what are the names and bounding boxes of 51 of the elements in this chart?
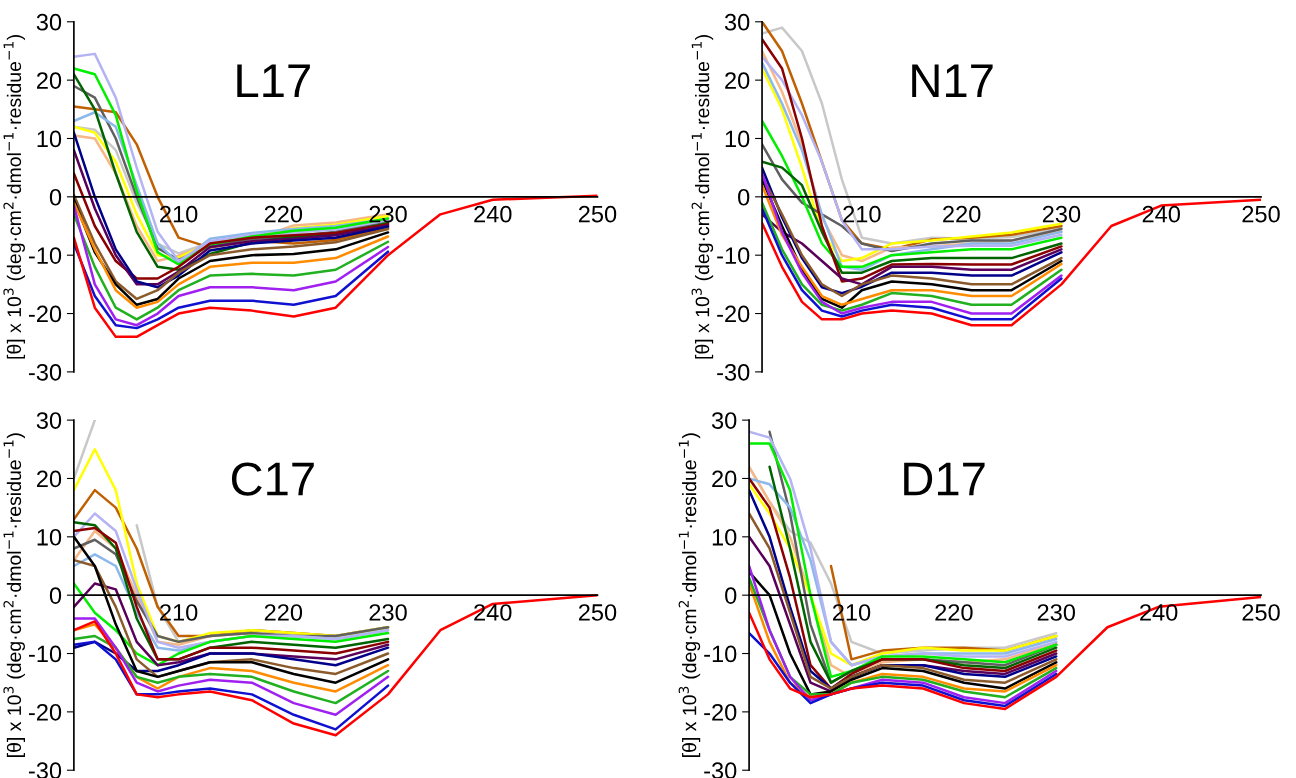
y-tick-label: 30 xyxy=(724,13,750,31)
y-tick-label: -20 xyxy=(28,305,62,323)
y-tick-label: 0 xyxy=(49,188,62,206)
y-tick-label: -10 xyxy=(28,645,62,663)
y-tick-label: 0 xyxy=(49,587,62,604)
y-tick-label: -20 xyxy=(717,305,750,323)
text: [θ] x 10$^{3}$ (deg·cm$^{2}$·dmol$^{−1}$·residue$^{−1}$) xyxy=(691,35,714,359)
x-tick-label: 230 xyxy=(1037,604,1076,621)
x-tick-label: 250 xyxy=(1242,604,1280,621)
x-tick-label: 210 xyxy=(843,205,881,223)
x-tick-label: 250 xyxy=(1242,205,1280,223)
x-tick-label: 220 xyxy=(943,205,981,223)
text: C17 xyxy=(231,462,314,496)
y-tick-label: 20 xyxy=(712,470,737,488)
x-tick-label: 250 xyxy=(578,604,617,621)
text: [θ] x 10$^{3}$ (deg·cm$^{2}$·dmol$^{−1}$·residue$^{−1}$) xyxy=(678,433,701,757)
y-tick-label: -10 xyxy=(28,247,62,264)
text: L17 xyxy=(237,64,310,98)
y-tick-label: 10 xyxy=(725,130,750,148)
y-tick-label: -30 xyxy=(28,363,62,381)
x-tick-label: 240 xyxy=(474,604,512,621)
x-tick-label: 240 xyxy=(1140,604,1178,621)
text: [θ] x 10$^{3}$ (deg·cm$^{2}$·dmol$^{−1}$·residue$^{−1}$) xyxy=(3,35,25,359)
x-tick-label: 230 xyxy=(369,205,407,223)
y-tick-label: 30 xyxy=(36,412,62,429)
y-tick-label: 30 xyxy=(36,13,62,31)
y-tick-label: 20 xyxy=(725,72,750,89)
x-tick-label: 230 xyxy=(369,604,407,621)
y-tick-label: -20 xyxy=(704,703,737,721)
x-tick-label: 230 xyxy=(1042,205,1081,223)
y-tick-label: -30 xyxy=(717,363,750,381)
y-tick-label: 10 xyxy=(712,528,737,546)
text: N17 xyxy=(912,64,993,98)
y-tick-label: -10 xyxy=(704,645,737,663)
text: D17 xyxy=(904,462,985,496)
x-tick-label: 220 xyxy=(264,604,303,621)
x-tick-label: 240 xyxy=(474,205,512,223)
y-tick-label: 0 xyxy=(738,188,750,206)
y-tick-label: 20 xyxy=(36,470,62,488)
y-tick-label: -20 xyxy=(28,703,62,721)
y-tick-label: 10 xyxy=(37,130,62,148)
x-tick-label: 250 xyxy=(578,205,617,223)
x-tick-label: 220 xyxy=(264,205,303,223)
y-tick-label: 30 xyxy=(711,412,737,429)
x-tick-label: 220 xyxy=(935,604,973,621)
x-tick-label: 240 xyxy=(1142,205,1180,223)
text: [θ] x 10$^{3}$ (deg·cm$^{2}$·dmol$^{−1}$·residue$^{−1}$) xyxy=(3,433,25,757)
y-tick-label: 0 xyxy=(725,587,737,604)
y-tick-label: 20 xyxy=(36,72,62,89)
y-tick-label: 10 xyxy=(37,528,62,546)
y-tick-label: -10 xyxy=(717,247,750,264)
